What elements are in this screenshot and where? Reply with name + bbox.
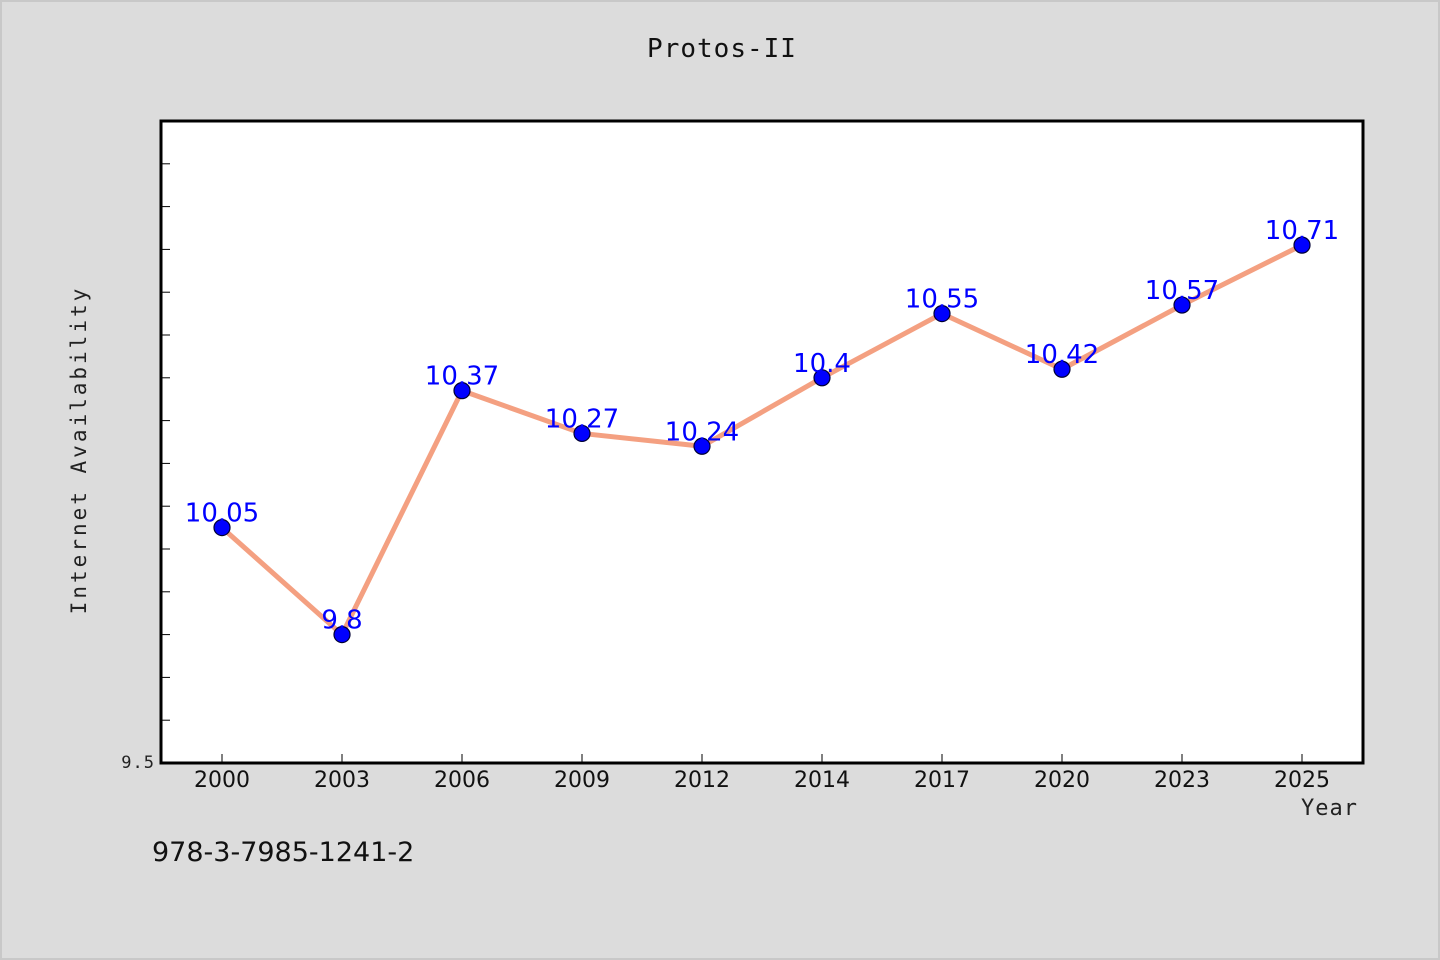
x-axis-label: Year: [1301, 796, 1358, 821]
footer-code: 978-3-7985-1241-2: [152, 837, 415, 868]
data-point: [1293, 236, 1311, 254]
x-axis-ticks: 2000 2003 2006 2009 2012 2014 2017 2020 2023 2025: [194, 754, 1330, 793]
data-point: [213, 518, 231, 537]
x-tick-label: 2012: [674, 768, 730, 793]
data-label: 10.71: [1265, 216, 1339, 246]
x-tick-label: 2017: [914, 768, 970, 793]
data-label: 10.42: [1025, 340, 1099, 370]
x-tick-label: 2009: [554, 768, 610, 793]
data-point: [333, 625, 351, 644]
x-tick-label: 2006: [434, 768, 490, 793]
data-point: [573, 424, 591, 443]
data-label: 10.55: [905, 285, 979, 315]
x-tick-label: 2025: [1274, 768, 1330, 793]
plot-area: [159, 119, 1365, 765]
data-point: [1053, 360, 1071, 378]
data-label: 10.37: [425, 362, 499, 392]
x-tick-label: 2000: [194, 768, 250, 793]
data-point: [933, 305, 951, 323]
data-label: 9.8: [321, 606, 362, 636]
x-tick-label: 2023: [1154, 768, 1210, 793]
data-label: 10.05: [185, 499, 259, 529]
data-point: [693, 437, 711, 455]
y-tick-label: 9.5: [121, 753, 155, 773]
series-layer: 10.05 9.8 10.37 10.27 10.24 10.4 10.55 10.42 10.…: [185, 216, 1339, 644]
x-tick-label: 2014: [794, 768, 850, 793]
data-label: 10.4: [793, 349, 851, 379]
data-label: 10.57: [1145, 276, 1219, 306]
y-axis-ticks: 9.5: [121, 163, 170, 773]
x-tick-label: 2020: [1034, 768, 1090, 793]
data-point: [813, 369, 831, 387]
data-label: 10.27: [545, 404, 619, 434]
x-tick-label: 2003: [314, 768, 370, 793]
data-label: 10.24: [665, 417, 739, 447]
data-point: [453, 382, 471, 400]
series-line: [219, 242, 1305, 638]
chart-title: Protos-II: [647, 34, 797, 64]
data-point: [1173, 296, 1191, 314]
